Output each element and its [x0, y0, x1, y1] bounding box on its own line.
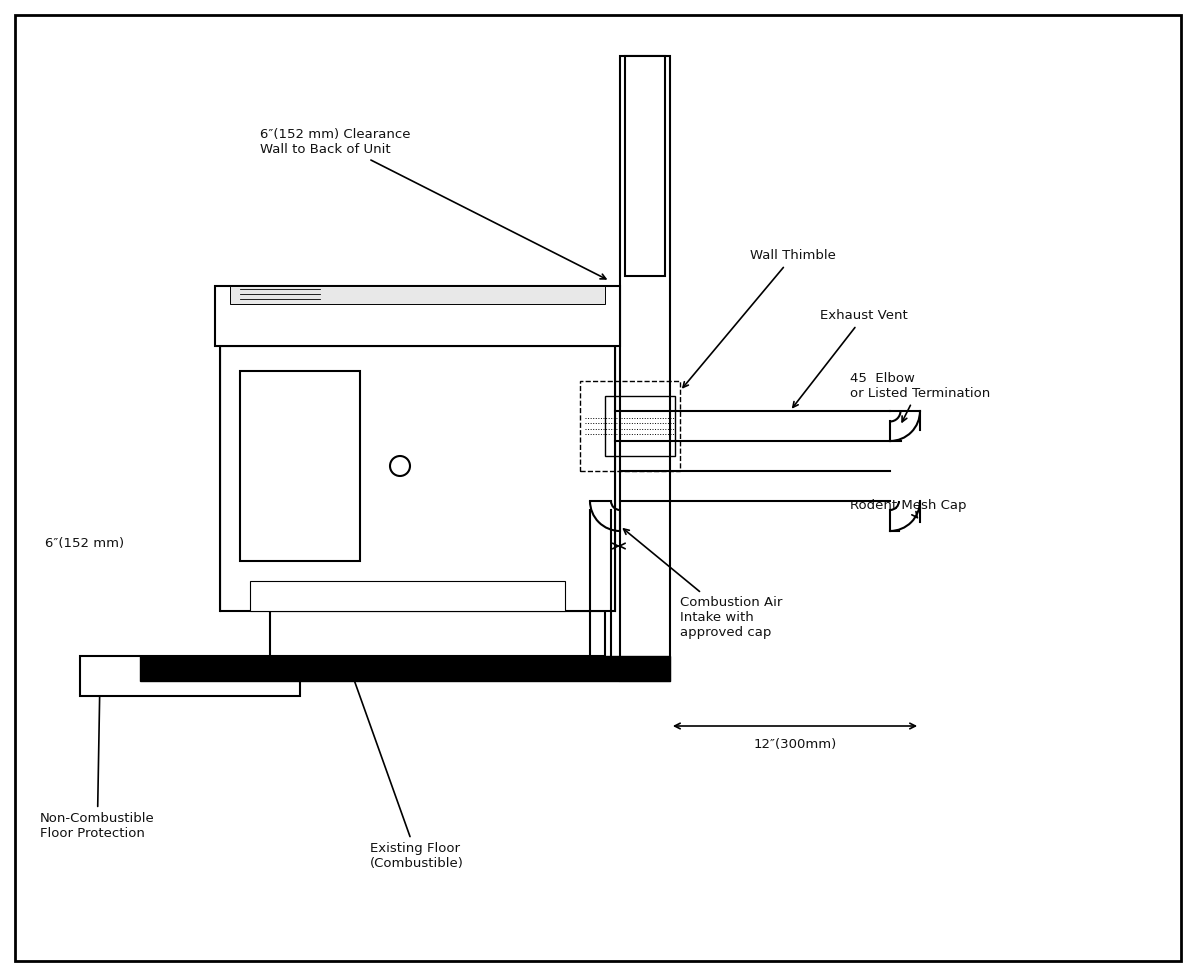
Text: Exhaust Vent: Exhaust Vent	[793, 309, 908, 407]
Text: Non-Combustible
Floor Protection: Non-Combustible Floor Protection	[39, 680, 154, 840]
Circle shape	[390, 456, 410, 476]
Bar	[80, 656, 300, 696]
Text: Combustion Air
Intake with
approved cap: Combustion Air Intake with approved cap	[623, 529, 782, 639]
Bar	[220, 346, 615, 611]
Text: 6″(152 mm): 6″(152 mm)	[45, 537, 124, 549]
Text: 6″(152 mm) Clearance
Wall to Back of Unit: 6″(152 mm) Clearance Wall to Back of Uni…	[260, 128, 606, 279]
Bar	[250, 581, 565, 611]
Bar	[580, 381, 681, 471]
Text: 45  Elbow
or Listed Termination: 45 Elbow or Listed Termination	[850, 372, 990, 422]
Bar	[240, 371, 360, 561]
Bar	[605, 396, 675, 456]
Text: Rodent Mesh Cap: Rodent Mesh Cap	[850, 500, 966, 518]
Bar	[140, 656, 670, 681]
Text: Wall Thimble: Wall Thimble	[683, 250, 836, 387]
Text: 12″(300mm): 12″(300mm)	[753, 738, 837, 751]
Bar	[215, 286, 620, 346]
Bar	[270, 611, 605, 656]
Bar	[626, 56, 665, 276]
Text: Existing Floor
(Combustible): Existing Floor (Combustible)	[350, 672, 464, 870]
Bar	[620, 56, 670, 681]
Bar	[230, 286, 605, 304]
